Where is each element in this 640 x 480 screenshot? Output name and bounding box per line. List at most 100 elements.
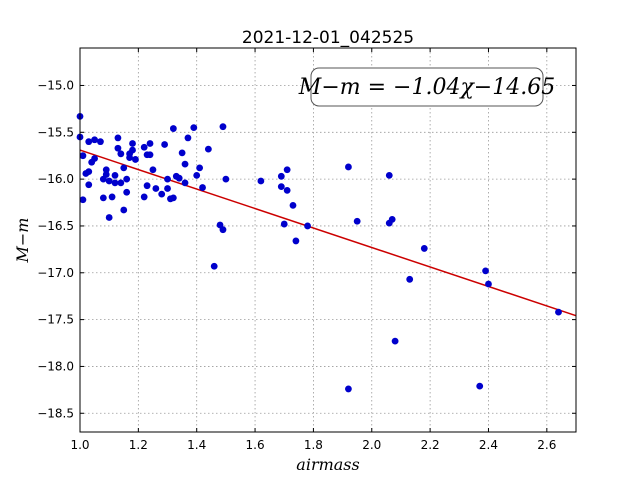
data-point	[178, 149, 186, 157]
data-point	[204, 145, 212, 153]
fit-equation: M−m = −1.04χ−14.65	[298, 75, 555, 100]
y-tick-label: −16.5	[37, 219, 74, 233]
data-point	[79, 196, 87, 204]
data-point	[353, 217, 361, 225]
y-tick-label: −16.0	[37, 172, 74, 186]
data-point	[190, 124, 198, 132]
data-point	[210, 262, 218, 270]
data-point	[169, 194, 177, 202]
data-point	[219, 123, 227, 131]
grid	[79, 48, 576, 432]
data-point	[277, 172, 285, 180]
data-point	[257, 177, 265, 185]
data-point	[102, 171, 110, 178]
chart-title: 2021-12-01_042525	[242, 28, 414, 48]
data-point	[123, 188, 131, 196]
data-point	[482, 267, 489, 275]
x-tick-label: 2.2	[421, 438, 440, 452]
data-point	[129, 140, 136, 147]
data-point	[345, 163, 352, 171]
data-point	[149, 166, 157, 174]
data-point	[85, 138, 93, 146]
y-tick-label: −18.0	[37, 359, 74, 373]
data-point	[345, 385, 352, 393]
data-point	[108, 193, 116, 201]
data-point	[85, 168, 93, 176]
x-tick-label: 1.6	[246, 438, 265, 452]
data-point	[140, 193, 148, 201]
data-point	[199, 184, 206, 191]
data-point	[140, 143, 148, 151]
y-tick-label: −18.5	[37, 406, 74, 420]
annotation-box	[310, 67, 544, 107]
x-tick-label: 2.0	[362, 438, 381, 452]
data-point	[388, 215, 396, 223]
data-point	[120, 206, 128, 214]
data-point	[391, 337, 399, 345]
data-point	[105, 214, 113, 221]
data-point	[219, 226, 227, 234]
data-point	[485, 280, 492, 288]
data-point	[277, 183, 285, 191]
data-point	[181, 179, 189, 187]
data-point	[97, 138, 104, 146]
data-point	[91, 136, 98, 144]
data-point	[161, 141, 169, 148]
y-tick-label: −15.0	[37, 78, 74, 92]
data-point	[143, 182, 151, 190]
y-tick-label: −17.0	[37, 266, 74, 280]
data-point	[111, 179, 119, 187]
data-point	[146, 140, 154, 147]
data-point	[129, 146, 136, 154]
data-point	[283, 166, 291, 174]
data-point	[184, 134, 192, 142]
data-point	[289, 201, 297, 209]
fit-line	[79, 149, 577, 317]
data-point	[152, 185, 160, 192]
data-points	[76, 112, 562, 393]
x-tick-label: 2.4	[479, 438, 498, 452]
x-tick-label: 1.0	[70, 438, 89, 452]
data-point	[146, 151, 154, 159]
data-point	[114, 144, 122, 152]
data-point	[158, 190, 166, 198]
y-axis: −15.0 −15.5 −16.0 −16.5 −17.0 −17.5 −18.0 −18.5	[37, 78, 576, 420]
data-point	[117, 179, 125, 187]
x-tick-label: 1.8	[304, 438, 323, 452]
data-point	[196, 164, 204, 172]
data-point	[385, 171, 393, 179]
data-point	[181, 160, 189, 168]
data-point	[164, 175, 171, 183]
data-point	[79, 152, 87, 160]
y-tick-label: −17.5	[37, 313, 74, 327]
x-axis: 1.0 1.2 1.4 1.6 1.8 2.0 2.2 2.4 2.6	[70, 48, 556, 452]
y-tick-label: −15.5	[37, 125, 74, 139]
data-point	[280, 220, 288, 228]
y-axis-label: M−m	[13, 218, 32, 264]
data-point	[476, 382, 484, 390]
data-point	[304, 222, 311, 230]
data-point	[102, 166, 110, 174]
data-point	[222, 175, 230, 183]
data-point	[99, 194, 107, 202]
plot-frame	[79, 47, 577, 433]
data-point	[105, 177, 113, 185]
data-point	[164, 185, 171, 192]
data-point	[555, 308, 562, 316]
x-tick-label: 2.6	[537, 438, 556, 452]
data-point	[123, 175, 131, 183]
data-point	[193, 171, 201, 179]
data-point	[132, 156, 139, 163]
data-point	[292, 237, 300, 245]
data-point	[117, 150, 125, 158]
data-point	[169, 125, 177, 132]
data-point	[114, 134, 122, 142]
x-axis-label: airmass	[296, 455, 359, 474]
data-point	[120, 164, 128, 172]
data-point	[406, 275, 414, 283]
data-point	[91, 155, 98, 162]
x-tick-label: 1.4	[187, 438, 206, 452]
data-point	[111, 171, 119, 179]
data-point	[85, 181, 93, 189]
